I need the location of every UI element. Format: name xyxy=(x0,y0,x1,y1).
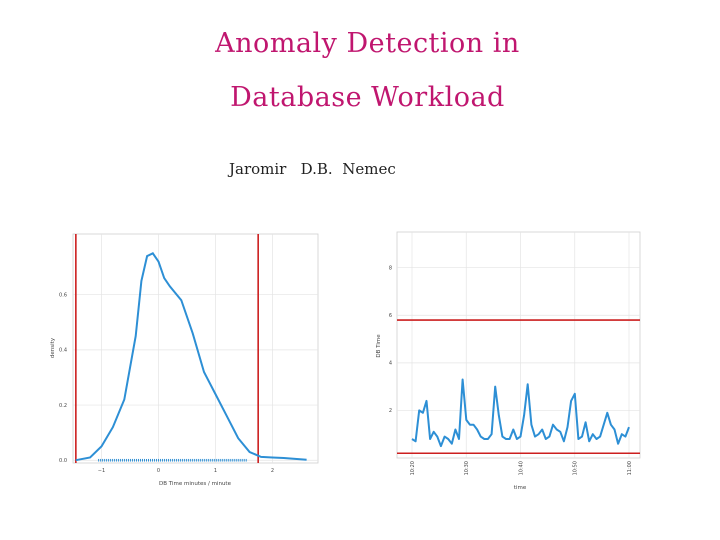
db-time-plot-panel xyxy=(396,231,641,459)
y-tick-label: 2 xyxy=(389,408,392,414)
y-tick-label: 4 xyxy=(389,361,392,367)
y-tick-label: 0.2 xyxy=(59,403,67,409)
x-tick-label: 10:50 xyxy=(573,461,579,475)
x-tick-label: 2 xyxy=(271,468,274,474)
density-reference-lines xyxy=(75,234,259,463)
db-time-series-line xyxy=(411,378,630,448)
density-curve xyxy=(75,252,307,462)
db-time-y-ticks: 2 4 6 8 xyxy=(389,265,392,414)
db-time-x-axis-label: time xyxy=(514,485,527,491)
author-name: Jaromir D.B. Nemec xyxy=(229,160,396,178)
density-x-ticks: −1 0 1 2 xyxy=(98,468,274,474)
y-tick-label: 0.0 xyxy=(59,458,67,464)
db-time-reference-lines xyxy=(397,319,640,455)
density-plot-panel xyxy=(72,233,319,464)
density-chart: −1 0 1 2 0.0 0.2 0.4 0.6 DB Time minutes / min… xyxy=(50,233,319,487)
y-tick-label: 0.6 xyxy=(59,292,67,298)
density-y-axis-label: density xyxy=(50,337,56,358)
x-tick-label: −1 xyxy=(98,468,105,474)
density-y-ticks: 0.0 0.2 0.4 0.6 xyxy=(59,292,67,464)
y-tick-label: 6 xyxy=(389,313,392,319)
x-tick-label: 0 xyxy=(157,468,160,474)
x-tick-label: 10:40 xyxy=(518,461,524,475)
slide-title-line-2: Database Workload xyxy=(230,82,505,113)
density-rug xyxy=(98,458,247,462)
x-tick-label: 1 xyxy=(214,468,217,474)
x-tick-label: 10:20 xyxy=(410,461,416,475)
db-time-chart: 10:20 10:30 10:40 10:50 11:00 2 4 6 8 time DB T… xyxy=(376,231,641,491)
slide-title-line-1: Anomaly Detection in xyxy=(215,28,520,59)
y-tick-label: 8 xyxy=(389,265,392,271)
y-tick-label: 0.4 xyxy=(59,348,67,354)
db-time-y-axis-label: DB Time xyxy=(376,334,382,358)
density-gridlines xyxy=(73,234,318,463)
db-time-x-ticks: 10:20 10:30 10:40 10:50 11:00 xyxy=(410,461,633,475)
x-tick-label: 11:00 xyxy=(627,461,633,475)
density-x-axis-label: DB Time minutes / minute xyxy=(159,481,232,487)
x-tick-label: 10:30 xyxy=(464,461,470,475)
